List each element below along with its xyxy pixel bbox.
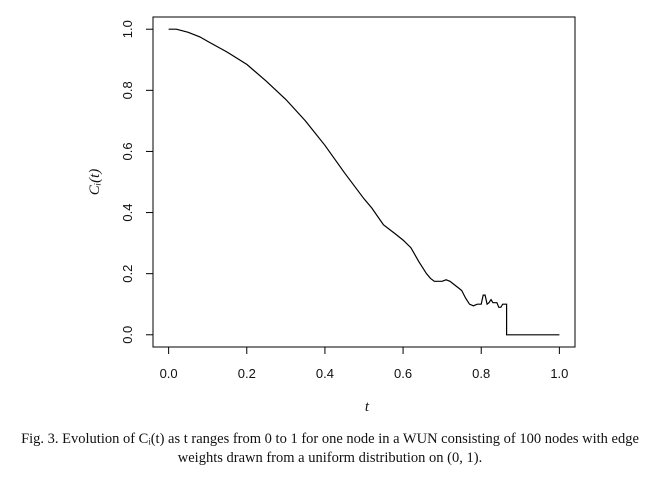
y-tick-label: 1.0 (120, 20, 135, 38)
y-tick-label: 0.4 (120, 204, 135, 222)
series-line (168, 28, 560, 336)
x-tick-label: 0.2 (238, 366, 256, 381)
x-axis-title: t (365, 399, 370, 415)
y-axis: 0.0 0.2 0.4 0.6 0.8 1.0 (120, 20, 154, 344)
y-tick-label: 0.2 (120, 265, 135, 283)
y-tick-label: 0.0 (120, 326, 135, 344)
y-tick-label: 0.8 (120, 81, 135, 99)
line-chart: 0.0 0.2 0.4 0.6 0.8 1.0 0.00.20.40.60.81.0 t … (87, 16, 576, 415)
figure-caption: Fig. 3. Evolution of Cᵢ(t) as t ranges f… (20, 430, 640, 468)
y-tick-label: 0.6 (120, 142, 135, 160)
plot-frame (152, 16, 576, 348)
caption-prefix: Fig. 3. (21, 431, 59, 447)
x-tick-label: 0.6 (394, 366, 412, 381)
x-tick-label: 0.8 (472, 366, 490, 381)
x-axis: 0.0 0.2 0.4 0.6 0.8 1.0 (160, 346, 568, 381)
x-tick-label: 0.4 (316, 366, 334, 381)
x-tick-label: 1.0 (550, 366, 568, 381)
x-tick-label: 0.0 (160, 366, 178, 381)
caption-text: Evolution of Cᵢ(t) as t ranges from 0 to… (62, 431, 639, 466)
y-axis-title: Cᵢ(t) (87, 169, 103, 196)
